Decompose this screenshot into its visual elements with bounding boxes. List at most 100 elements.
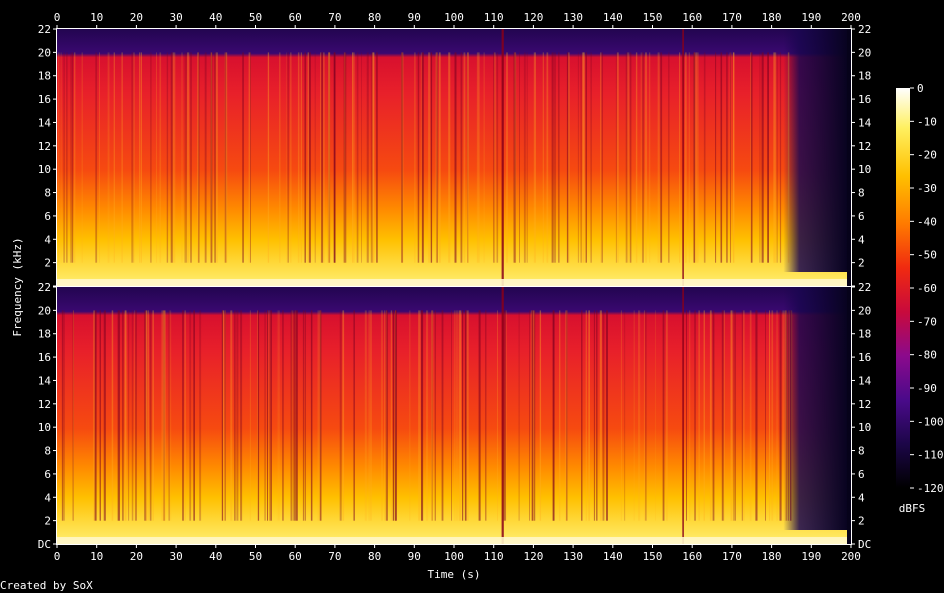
spectral-streak — [662, 310, 664, 521]
x-tick-label: 90 — [408, 550, 421, 563]
spectral-streak — [329, 52, 331, 263]
spectral-streak — [459, 310, 462, 521]
y-tick-label: DC — [858, 538, 871, 551]
y-tick-label: 22 — [38, 23, 51, 36]
spectral-streak — [585, 310, 587, 521]
spectral-streak — [372, 52, 374, 263]
spectral-streak — [418, 52, 420, 263]
x-tick-label: 170 — [722, 11, 742, 24]
spectral-streak — [198, 52, 200, 263]
spectral-streak — [73, 310, 74, 521]
spectral-streak — [496, 52, 499, 263]
y-tick-label: 16 — [38, 351, 51, 364]
y-tick-label: 8 — [44, 445, 51, 458]
spectral-streak — [476, 52, 478, 263]
spectral-streak — [633, 310, 635, 521]
spectral-streak — [726, 52, 728, 263]
spectral-streak — [418, 310, 420, 521]
spectral-streak — [99, 52, 100, 263]
spectral-streak — [532, 310, 535, 521]
colorbar-tick-label: -70 — [917, 315, 937, 328]
x-tick-label: 40 — [209, 11, 222, 24]
x-tick-label: 200 — [841, 11, 861, 24]
y-tick-label: 12 — [38, 140, 51, 153]
spectral-streak — [258, 310, 260, 521]
spectral-streak — [580, 52, 582, 263]
y-tick-label: 18 — [38, 70, 51, 83]
spectral-streak — [601, 52, 603, 263]
spectral-streak — [441, 310, 444, 521]
spectral-streak — [765, 310, 766, 521]
spectral-streak — [282, 310, 284, 521]
spectral-streak — [166, 52, 169, 263]
spectral-streak — [417, 52, 419, 263]
spectral-streak — [419, 310, 421, 521]
colorbar-tick-label: -110 — [917, 449, 944, 462]
spectral-streak — [278, 310, 280, 521]
spectral-streak — [698, 310, 700, 521]
x-tick-label: 130 — [563, 11, 583, 24]
spectral-streak — [551, 52, 554, 263]
spectral-streak — [376, 52, 378, 263]
spectral-streak — [568, 52, 570, 263]
spectral-streak — [100, 310, 101, 521]
spectral-streak — [333, 52, 336, 263]
x-tick-label: 180 — [762, 11, 782, 24]
spectral-streak — [454, 52, 457, 263]
spectral-streak — [184, 310, 186, 521]
spectral-streak — [523, 52, 526, 263]
spectral-streak — [734, 310, 736, 521]
spectral-streak — [104, 310, 106, 521]
spectral-streak — [723, 310, 725, 521]
spectral-streak — [236, 310, 239, 521]
y-tick-label: 2 — [44, 257, 51, 270]
spectral-streak — [58, 52, 60, 263]
spectral-streak — [593, 310, 595, 521]
spectral-streak — [401, 52, 403, 263]
spectral-streak — [539, 310, 541, 521]
fade-out-region — [783, 29, 847, 272]
spectral-streak — [250, 52, 251, 263]
spectral-streak — [257, 310, 258, 521]
spectral-streak — [431, 310, 434, 521]
spectral-streak — [394, 310, 396, 521]
y-tick-label: 12 — [858, 140, 871, 153]
spectral-streak — [616, 52, 619, 263]
spectral-streak — [513, 52, 515, 263]
spectral-streak — [215, 52, 218, 263]
x-tick-label: 10 — [90, 11, 103, 24]
spectral-streak — [402, 52, 404, 263]
spectral-streak — [730, 52, 731, 263]
spectral-streak — [150, 52, 152, 263]
colorbar-tick-label: -30 — [917, 182, 937, 195]
credit-text: Created by SoX — [0, 579, 93, 592]
y-tick-label: 8 — [44, 187, 51, 200]
spectral-streak — [483, 52, 485, 263]
spectral-streak — [775, 52, 777, 263]
spectral-streak — [145, 310, 147, 521]
spectral-streak — [146, 310, 148, 521]
spectral-streak — [189, 310, 192, 521]
y-tick-label: 16 — [858, 93, 871, 106]
x-tick-label: 200 — [841, 550, 861, 563]
spectral-streak — [269, 310, 271, 521]
y-tick-label: 2 — [858, 257, 865, 270]
spectral-streak — [200, 310, 202, 521]
spectral-streak — [585, 52, 587, 263]
spectral-streak — [184, 52, 186, 263]
spectral-streak — [293, 310, 296, 521]
x-tick-label: 160 — [682, 550, 702, 563]
x-tick-label: 40 — [209, 550, 222, 563]
spectral-streak — [71, 52, 74, 263]
y-tick-label: 20 — [38, 304, 51, 317]
colorbar-tick-label: 0 — [917, 82, 924, 95]
spectral-streak — [93, 310, 95, 521]
spectral-streak — [264, 310, 266, 521]
y-tick-label: 14 — [38, 374, 52, 387]
spectral-streak — [421, 52, 424, 263]
channel-background — [57, 29, 851, 286]
x-tick-label: 160 — [682, 11, 702, 24]
spectral-streak — [709, 310, 712, 521]
spectral-streak — [62, 310, 65, 521]
spectral-streak — [741, 310, 743, 521]
